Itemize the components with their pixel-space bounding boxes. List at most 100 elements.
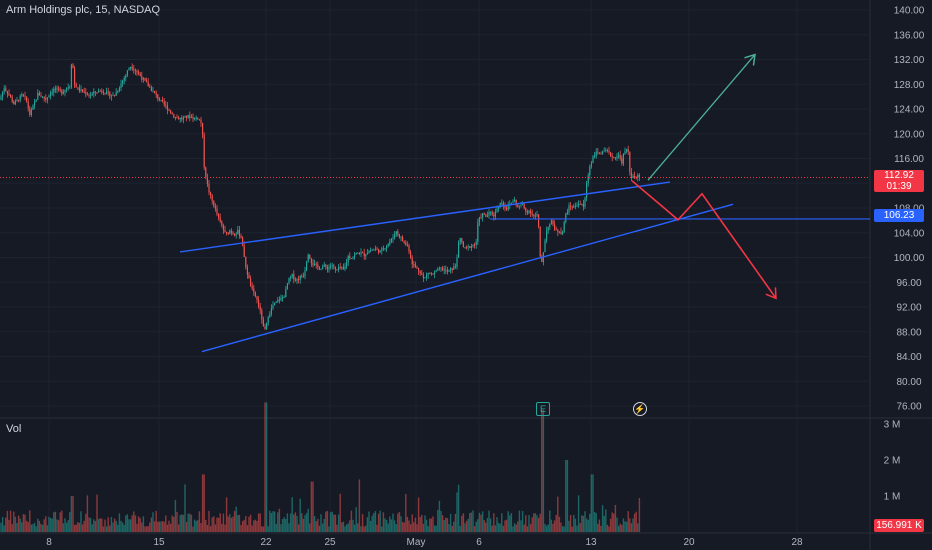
volume-bar <box>403 522 405 532</box>
time-tick-label: 13 <box>585 537 597 548</box>
candle-body <box>203 134 205 168</box>
volume-bar <box>70 496 73 532</box>
candle-body <box>83 91 85 93</box>
candle-body <box>411 257 413 265</box>
volume-bar <box>613 513 615 532</box>
volume-bar <box>368 511 370 532</box>
candle-body <box>530 210 532 213</box>
volume-bar <box>93 519 95 532</box>
volume-bar <box>355 507 357 532</box>
candle-body <box>493 214 495 217</box>
candle-body <box>158 98 160 101</box>
candle-body <box>198 119 200 120</box>
candle-body <box>499 202 501 207</box>
candle-body <box>546 230 548 241</box>
volume-bar <box>509 515 511 532</box>
candle-body <box>171 113 173 115</box>
candle-body <box>534 215 536 217</box>
volume-bar <box>200 523 202 532</box>
candle-body <box>221 221 223 226</box>
candle-body <box>278 299 280 301</box>
volume-bar <box>161 521 164 532</box>
volume-bar <box>414 517 417 532</box>
candle-body <box>413 264 415 265</box>
price-tick-label: 132.00 <box>894 55 925 66</box>
volume-bar <box>621 524 623 532</box>
candle-body <box>563 221 565 233</box>
candle-body <box>189 115 191 118</box>
candle-body <box>46 97 48 100</box>
candle-body <box>392 237 394 239</box>
volume-bar <box>29 510 31 532</box>
candle-body <box>448 270 450 272</box>
volume-bar <box>347 523 349 532</box>
candle-body <box>69 86 71 88</box>
price-tick-label: 100.00 <box>894 253 925 264</box>
volume-bar <box>582 515 585 532</box>
candle-body <box>352 257 354 259</box>
volume-bar <box>224 524 226 532</box>
volume-bar <box>569 514 572 532</box>
volume-bar <box>238 514 241 532</box>
candle-body <box>394 235 396 238</box>
drawings[interactable] <box>0 53 870 353</box>
volume-bar <box>584 511 586 532</box>
candle-body <box>211 195 213 201</box>
projection-up-arrowhead <box>744 53 756 66</box>
candle-body <box>517 204 519 207</box>
volume-bar <box>555 514 557 532</box>
candle-body <box>301 276 303 277</box>
candle-body <box>531 212 533 215</box>
candle-body <box>525 208 527 212</box>
candle-body <box>467 246 469 248</box>
volume-bar <box>597 523 599 532</box>
candle-body <box>368 251 370 253</box>
candle-body <box>549 223 551 228</box>
volume-bar <box>118 513 121 532</box>
candle-body <box>104 93 106 94</box>
volume-bar <box>608 526 610 532</box>
candle-body <box>608 150 610 153</box>
dividend-icon[interactable]: ⚡ <box>633 402 647 416</box>
candle-body <box>35 99 37 102</box>
volume-bar <box>598 519 601 532</box>
candle-body <box>21 94 23 96</box>
candle-body <box>216 208 218 215</box>
volume-bar <box>560 522 562 532</box>
volume-bar <box>393 520 396 532</box>
volume-bar <box>283 517 285 532</box>
volume-bar <box>384 518 386 532</box>
volume-bar <box>547 524 549 532</box>
candle-body <box>600 153 602 155</box>
volume-bar <box>499 523 501 532</box>
price-tick-label: 136.00 <box>894 30 925 41</box>
candle-body <box>147 82 149 87</box>
volume-bar <box>6 510 9 532</box>
volume-bar <box>534 513 537 532</box>
volume-bar <box>289 513 292 532</box>
volume-bar <box>401 522 404 532</box>
volume-bar <box>211 517 213 532</box>
candle-body <box>355 252 357 255</box>
volume-bar <box>190 514 193 532</box>
volume-bar <box>165 515 167 532</box>
volume-bar <box>230 517 233 532</box>
volume-bar <box>518 510 521 532</box>
volume-bar <box>11 524 13 532</box>
volume-bar <box>424 515 426 532</box>
volume-bar <box>269 510 271 532</box>
candle-body <box>317 264 319 267</box>
volume-bar <box>390 519 393 532</box>
candle-body <box>277 299 279 302</box>
earnings-icon[interactable]: E <box>536 402 550 416</box>
candle-body <box>109 92 111 97</box>
candle-body <box>440 267 442 269</box>
volume-bar <box>357 523 359 532</box>
candle-body <box>323 264 325 267</box>
candle-body <box>398 234 400 237</box>
candle-body <box>598 152 600 154</box>
volume-bar <box>53 512 55 532</box>
volume-bar <box>552 523 554 532</box>
candle-body <box>419 271 421 274</box>
